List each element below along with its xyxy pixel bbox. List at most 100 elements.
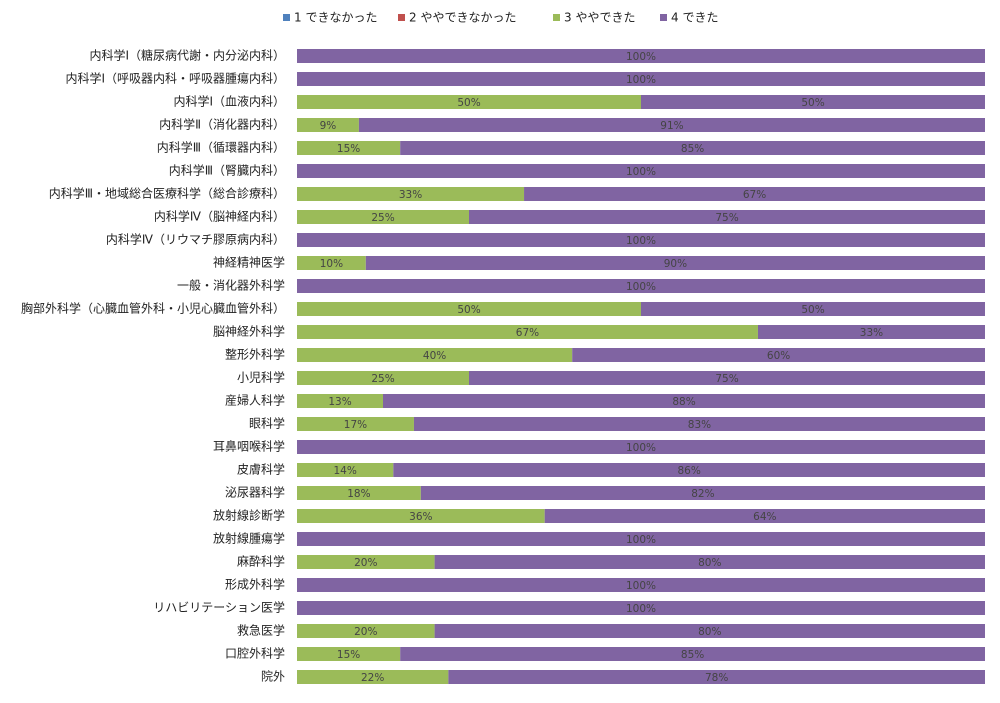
value-label: 15% — [337, 143, 360, 155]
bar-segment — [297, 302, 641, 316]
value-label: 80% — [698, 626, 721, 638]
value-label: 33% — [399, 189, 422, 201]
value-label: 50% — [457, 97, 480, 109]
value-label: 80% — [698, 557, 721, 569]
y-tick-label: 放射線腫瘍学 — [213, 531, 285, 546]
bar-segment — [383, 394, 985, 408]
bar-segment — [297, 371, 469, 385]
value-label: 78% — [705, 672, 728, 684]
legend-label: 4 できた — [671, 11, 718, 25]
value-label: 33% — [860, 327, 883, 339]
bar-segment — [297, 417, 414, 431]
value-label: 17% — [344, 419, 367, 431]
bar-segment — [297, 670, 449, 684]
bar-segment — [297, 279, 985, 293]
bar-segment — [297, 509, 545, 523]
value-label: 9% — [320, 120, 337, 132]
value-label: 64% — [753, 511, 776, 523]
y-tick-label: 内科学Ⅳ（脳神経内科） — [154, 209, 285, 224]
y-tick-label: リハビリテーション医学 — [153, 600, 285, 615]
value-label: 90% — [664, 258, 687, 270]
bar-segment — [297, 95, 641, 109]
legend-swatch — [660, 14, 667, 21]
value-label: 20% — [354, 626, 377, 638]
y-tick-label: 形成外科学 — [225, 577, 285, 592]
value-label: 15% — [337, 649, 360, 661]
value-label: 50% — [801, 304, 824, 316]
bar-segment — [420, 486, 986, 500]
bar-segment — [297, 486, 421, 500]
value-label: 86% — [677, 465, 700, 477]
bar-segment — [297, 463, 394, 477]
bar-segment — [297, 72, 985, 86]
value-label: 100% — [626, 603, 656, 615]
value-label: 75% — [715, 212, 738, 224]
y-tick-label: 内科学Ⅱ（消化器内科） — [159, 117, 285, 132]
value-label: 40% — [423, 350, 446, 362]
legend-swatch — [398, 14, 405, 21]
value-label: 83% — [688, 419, 711, 431]
y-tick-label: 口腔外科学 — [225, 646, 285, 661]
y-tick-label: 小児科学 — [237, 370, 285, 385]
y-tick-label: 耳鼻咽喉科学 — [213, 439, 285, 454]
y-tick-label: 眼科学 — [249, 416, 285, 431]
bar-segment — [297, 647, 401, 661]
value-label: 100% — [626, 442, 656, 454]
value-label: 10% — [320, 258, 343, 270]
y-tick-label: 救急医学 — [237, 623, 285, 638]
value-label: 85% — [681, 649, 704, 661]
y-tick-label: 皮膚科学 — [237, 462, 285, 477]
bar-segment — [297, 394, 383, 408]
bar-segment — [297, 440, 985, 454]
bar-segment — [413, 417, 986, 431]
y-tick-label: 院外 — [261, 670, 285, 684]
bar-segment — [297, 348, 573, 362]
bar-segment — [297, 532, 985, 546]
bar-segment — [400, 141, 985, 155]
y-tick-label: 内科学Ⅲ（循環器内科） — [157, 140, 285, 155]
y-tick-label: 麻酔科学 — [237, 554, 285, 569]
value-label: 50% — [801, 97, 824, 109]
value-label: 100% — [626, 235, 656, 247]
value-label: 25% — [371, 212, 394, 224]
bar-segment — [641, 302, 985, 316]
bar-segment — [297, 118, 359, 132]
bar-segment — [524, 187, 985, 201]
bar-segment — [297, 578, 985, 592]
value-label: 82% — [691, 488, 714, 500]
value-label: 100% — [626, 281, 656, 293]
bar-segment — [297, 233, 985, 247]
bar-segment — [469, 210, 985, 224]
bar-segment — [297, 210, 469, 224]
bar-segment — [297, 601, 985, 615]
y-tick-label: 内科学Ⅳ（リウマチ膠原病内科） — [106, 232, 285, 247]
bar-segment — [448, 670, 985, 684]
legend-label: 3 ややできた — [564, 11, 635, 25]
y-tick-label: 胸部外科学（心臓血管外科・小児心臓血管外科） — [21, 301, 285, 316]
value-label: 50% — [457, 304, 480, 316]
y-tick-label: 内科学Ⅰ（呼吸器内科・呼吸器腫瘍内科） — [65, 71, 285, 86]
bar-segment — [297, 624, 435, 638]
bar-segment — [297, 187, 525, 201]
value-label: 100% — [626, 166, 656, 178]
y-tick-label: 内科学Ⅲ・地域総合医療科学（総合診療科） — [49, 186, 285, 201]
y-tick-label: 内科学Ⅲ（腎臓内科） — [169, 163, 285, 178]
value-label: 13% — [328, 396, 351, 408]
value-label: 18% — [347, 488, 370, 500]
y-tick-label: 泌尿器科学 — [225, 485, 285, 500]
y-tick-label: 脳神経外科学 — [213, 324, 285, 339]
legend-label: 2 ややできなかった — [409, 11, 516, 25]
value-label: 100% — [626, 580, 656, 592]
bar-segment — [297, 141, 401, 155]
bar-segment — [544, 509, 985, 523]
value-label: 20% — [354, 557, 377, 569]
bar-segment — [572, 348, 985, 362]
bar-segment — [297, 49, 985, 63]
value-label: 67% — [516, 327, 539, 339]
value-label: 36% — [409, 511, 432, 523]
legend-swatch — [553, 14, 560, 21]
bar-segment — [757, 325, 985, 339]
bar-segment — [393, 463, 985, 477]
